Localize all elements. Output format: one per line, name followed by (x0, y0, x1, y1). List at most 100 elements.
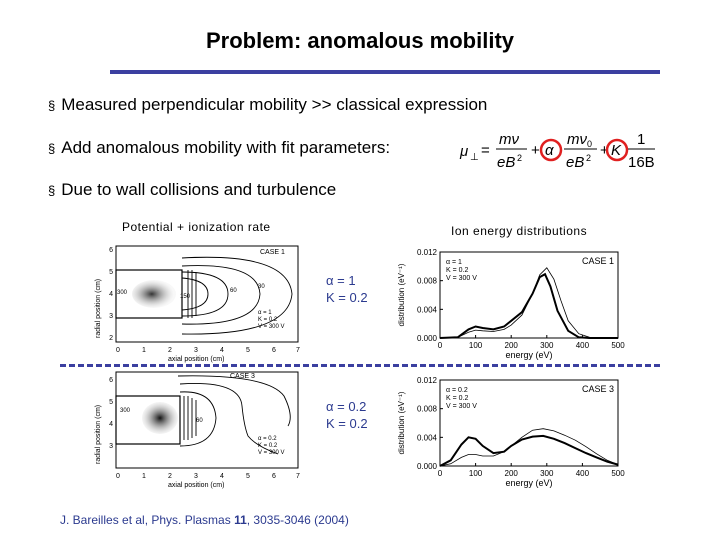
legend-line: α = 1 (258, 310, 272, 316)
legend-line: V = 300 V (258, 450, 285, 456)
bullet-wall-collisions: § Due to wall collisions and turbulence (48, 180, 336, 200)
bullet-measured-mobility: § Measured perpendicular mobility >> clas… (48, 95, 487, 115)
bullet-text: Due to wall collisions and turbulence (61, 180, 337, 199)
alpha-highlight-circle (539, 138, 563, 162)
param-alpha: α = 1 (326, 273, 356, 288)
contour-label: 60 (230, 288, 237, 294)
contour-label: 150 (180, 294, 191, 300)
formula-t1-num: mν (499, 131, 519, 148)
plot-frame (439, 251, 619, 339)
contour-label: 300 (120, 408, 131, 414)
y-tick-label: 0.012 (417, 376, 438, 385)
chart-legend-line: V = 300 V (446, 275, 477, 282)
reference-citation: J. Bareilles et al, Phys. Plasmas 11, 30… (60, 513, 349, 527)
x-tick: 5 (246, 473, 250, 480)
series-line-thick (439, 434, 619, 467)
formula-t2-num-sub: 0 (587, 139, 592, 149)
param-alpha: α = 0.2 (326, 399, 367, 414)
param-k: K = 0.2 (326, 416, 368, 431)
case-divider (60, 364, 660, 367)
x-tick: 7 (296, 347, 300, 354)
x-tick: 3 (194, 347, 198, 354)
k-highlight-circle (605, 138, 629, 162)
legend-line: K = 0.2 (258, 317, 278, 323)
y-tick-label: 0.004 (417, 433, 438, 442)
x-tick: 6 (272, 473, 276, 480)
y-tick: 5 (109, 399, 113, 406)
ref-text: J. Bareilles et al, Phys. Plasmas (60, 513, 235, 527)
x-tick-label: 0 (438, 341, 443, 350)
x-tick-label: 0 (438, 469, 443, 478)
slide-title: Problem: anomalous mobility (205, 28, 515, 53)
y-tick: 6 (109, 247, 113, 254)
x-tick: 0 (116, 347, 120, 354)
formula-t2-num: mν (567, 131, 587, 148)
chart-legend-line: K = 0.2 (446, 267, 468, 274)
contour-label: 30 (258, 284, 265, 290)
formula-eq: = (481, 142, 490, 159)
bullet-anomalous-mobility: § Add anomalous mobility with fit paramet… (48, 138, 390, 158)
contour-label: 60 (196, 418, 203, 424)
caption-ion-energy: Ion energy distributions (451, 224, 588, 238)
y-axis-label: radial position (cm) (95, 405, 102, 464)
y-axis-label: distribution (eV⁻¹) (397, 263, 406, 326)
x-tick: 7 (296, 473, 300, 480)
energy-chart-case1: 0 100 200 300 400 500 0.000 0.004 0.008 0.012 CASE… (397, 248, 625, 360)
title-underline (110, 70, 660, 74)
formula-t1-den: eB (497, 154, 515, 171)
y-tick: 3 (109, 313, 113, 320)
legend-line: K = 0.2 (258, 443, 278, 449)
x-axis-label: axial position (cm) (168, 356, 224, 363)
x-tick-label: 400 (576, 341, 590, 350)
x-tick-label: 300 (540, 469, 554, 478)
formula-alpha: α (545, 142, 554, 159)
chart-case-label: CASE 1 (582, 256, 614, 266)
bullet-marker: § (48, 183, 56, 198)
chart-legend-line: α = 0.2 (446, 387, 468, 394)
y-tick-label: 0.008 (417, 277, 438, 286)
y-tick: 2 (109, 335, 113, 342)
y-tick-label: 0.008 (417, 405, 438, 414)
x-tick-label: 400 (576, 469, 590, 478)
legend-line: α = 0.2 (258, 436, 277, 442)
x-tick-label: 200 (505, 341, 519, 350)
param-k: K = 0.2 (326, 290, 368, 305)
x-tick: 4 (220, 347, 224, 354)
series-line-thin (439, 267, 618, 339)
contour-plot-case1: 300 150 60 30 CASE 1 α = 1 K = 0.2 V = 3… (95, 245, 300, 363)
formula-k: K (611, 142, 622, 159)
formula-t1-den-sup: 2 (517, 153, 522, 163)
x-tick: 5 (246, 347, 250, 354)
x-tick: 4 (220, 473, 224, 480)
series-line-thin (439, 428, 619, 467)
x-tick-label: 500 (611, 341, 625, 350)
chart-legend-line: K = 0.2 (446, 395, 468, 402)
x-tick-label: 500 (611, 469, 625, 478)
case-label: CASE 1 (260, 249, 285, 256)
x-tick: 2 (168, 347, 172, 354)
bullet-marker: § (48, 98, 56, 113)
y-axis-label: distribution (eV⁻¹) (397, 391, 406, 454)
formula-plus: + (531, 142, 540, 159)
y-tick-label: 0.004 (417, 305, 438, 314)
x-axis-label: axial position (cm) (168, 482, 224, 489)
formula-perp: ⊥ (470, 152, 479, 163)
legend-line: V = 300 V (258, 324, 285, 330)
y-tick: 4 (109, 421, 113, 428)
x-tick: 2 (168, 473, 172, 480)
x-tick-label: 200 (505, 469, 519, 478)
caption-potential-ionization: Potential + ionization rate (122, 220, 271, 234)
chart-case-label: CASE 3 (582, 384, 614, 394)
y-tick: 6 (109, 377, 113, 384)
params-case1: α = 1 K = 0.2 (326, 272, 368, 306)
x-tick: 0 (116, 473, 120, 480)
formula-t2-den: eB (566, 154, 584, 171)
bullet-text: Measured perpendicular mobility >> class… (61, 95, 488, 114)
x-tick: 3 (194, 473, 198, 480)
bullet-marker: § (48, 141, 56, 156)
chart-legend-line: α = 1 (446, 259, 462, 266)
energy-chart-case3: 0 100 200 300 400 500 0.000 0.004 0.008 0.012 CASE… (397, 376, 625, 488)
formula-mu: μ (459, 143, 468, 160)
x-tick: 6 (272, 347, 276, 354)
y-tick: 4 (109, 291, 113, 298)
